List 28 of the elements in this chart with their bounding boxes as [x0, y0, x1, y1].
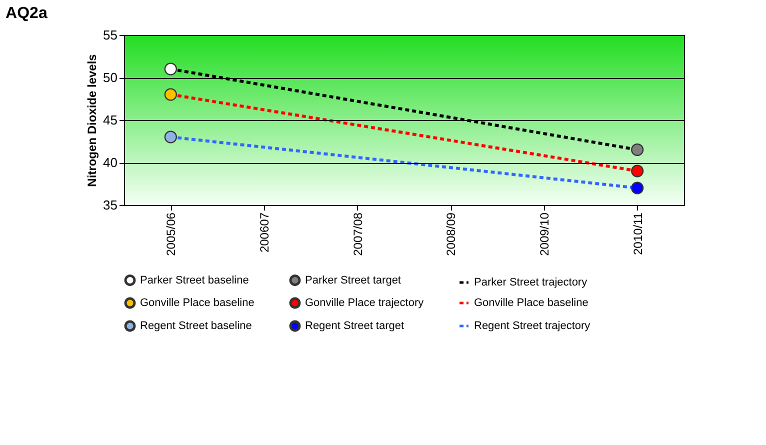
- legend-label: Parker Street baseline: [140, 274, 249, 286]
- point: [631, 182, 644, 194]
- legend-label: Gonville Place baseline: [140, 297, 254, 309]
- point: [164, 88, 177, 101]
- x-tick-label: 200607: [258, 212, 272, 253]
- point: [164, 62, 177, 76]
- legend-label: Regent Street trajectory: [474, 320, 591, 332]
- point: [631, 143, 644, 156]
- x-tick-label: 2007/08: [350, 212, 365, 256]
- point: [631, 164, 644, 178]
- x-tick-label: 2009/10: [538, 212, 552, 256]
- y-tick-label: 40: [103, 155, 118, 170]
- x-tick-label: 2010/11: [630, 212, 645, 255]
- y-axis-title: Nitrogen Dioxide levels: [85, 54, 100, 187]
- legend-label: Parker Street target: [305, 274, 401, 286]
- legend-label: Gonville Place trajectory: [305, 297, 424, 309]
- legend-label: Parker Street trajectory: [474, 276, 588, 288]
- y-tick-label: 45: [103, 112, 118, 128]
- y-tick-label: 50: [103, 70, 118, 85]
- x-tick-label: 2005/06: [164, 212, 178, 256]
- point: [164, 130, 177, 144]
- y-tick-label: 35: [103, 198, 118, 212]
- x-tick-label: 2008/09: [444, 212, 458, 256]
- legend-label: Regent Street target: [305, 320, 404, 332]
- legend-label: Gonville Place baseline: [474, 297, 588, 309]
- y-tick-label: 55: [103, 28, 118, 42]
- legend-label: Regent Street baseline: [140, 320, 252, 332]
- chart-title: AQ2a: [6, 5, 48, 22]
